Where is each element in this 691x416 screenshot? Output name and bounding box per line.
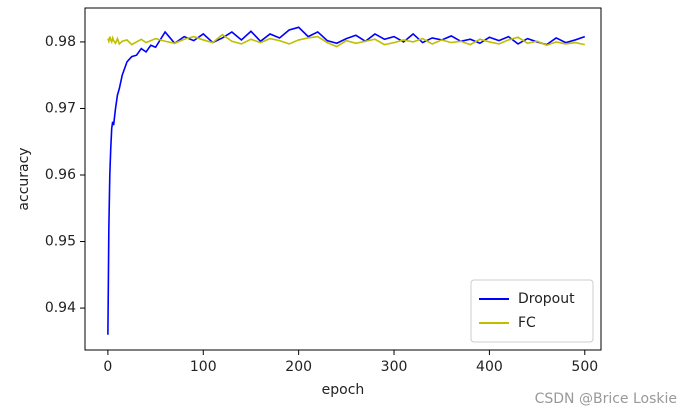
y-tick-label: 0.96 <box>45 167 76 183</box>
x-tick-label: 100 <box>190 359 217 375</box>
x-tick-label: 300 <box>381 359 408 375</box>
x-tick-label: 400 <box>476 359 503 375</box>
series-line <box>107 26 586 335</box>
y-tick-label: 0.95 <box>45 234 76 250</box>
legend-box <box>470 279 594 343</box>
watermark: CSDN @Brice Loskie <box>535 391 677 407</box>
y-tick-label: 0.98 <box>45 34 76 50</box>
legend: Dropout FC <box>470 279 594 343</box>
x-tick-label: 0 <box>103 359 112 375</box>
plot-frame <box>84 7 602 351</box>
legend-label: Dropout <box>518 291 575 307</box>
y-tick-label: 0.97 <box>45 100 76 116</box>
y-tick-label: 0.94 <box>45 300 76 316</box>
y-axis-label: accuracy <box>16 147 32 210</box>
legend-label: FC <box>518 315 536 331</box>
series-line <box>107 33 585 48</box>
x-tick-label: 200 <box>285 359 312 375</box>
x-tick-label: 500 <box>571 359 598 375</box>
x-axis-label: epoch <box>322 382 365 398</box>
